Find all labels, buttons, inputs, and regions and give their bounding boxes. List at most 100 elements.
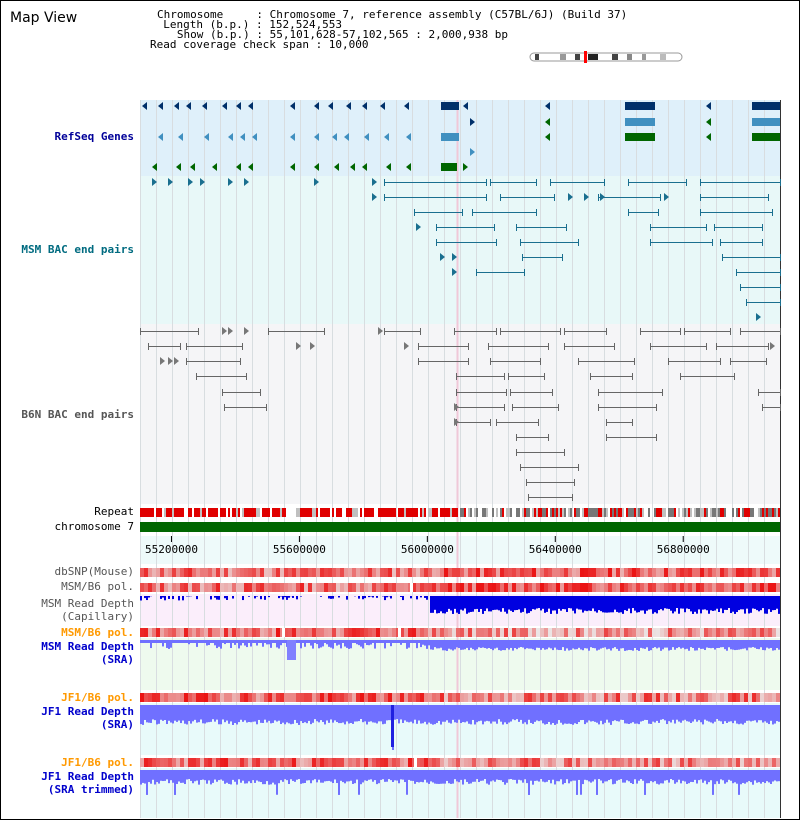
repeat-mark (704, 508, 706, 517)
read-depth-bar (614, 770, 616, 784)
read-depth-bar (442, 770, 444, 784)
repeat-mark (410, 508, 412, 517)
polymorphism-mark (600, 758, 604, 767)
polymorphism-mark (564, 628, 568, 637)
polymorphism-mark (268, 758, 272, 767)
read-depth-bar (146, 705, 148, 723)
read-depth-bar (320, 640, 322, 648)
polymorphism-mark (340, 693, 344, 702)
read-depth-bar (360, 640, 362, 647)
read-depth-bar (756, 640, 758, 649)
polymorphism-mark (164, 693, 168, 702)
read-depth-bar (308, 640, 310, 643)
read-depth-bar (222, 770, 224, 781)
read-depth-bar (210, 705, 212, 722)
repeat-mark (576, 508, 578, 517)
refseq-gene (752, 102, 780, 110)
polymorphism-mark (524, 583, 528, 592)
read-depth-bar (610, 705, 612, 725)
repeat-mark (308, 508, 310, 517)
read-depth-bar (740, 770, 742, 785)
polymorphism-mark (528, 693, 532, 702)
read-depth-bar (272, 770, 274, 783)
read-depth-bar (618, 640, 620, 651)
read-depth-bar (440, 705, 442, 725)
refseq-gene-arrow (545, 133, 550, 141)
read-depth-bar (624, 640, 626, 651)
polymorphism-mark (764, 758, 768, 767)
polymorphism-mark (432, 568, 436, 577)
read-depth-bar (638, 640, 640, 651)
refseq-gene-arrow (152, 163, 157, 171)
msm-bac-end (372, 178, 377, 186)
read-depth-bar (308, 705, 310, 721)
b6n-bac-end-pairs-label[interactable]: B6N BAC end pairs (21, 408, 134, 421)
polymorphism-mark (556, 583, 560, 592)
read-depth-bar (702, 640, 704, 649)
read-depth-bar (750, 596, 752, 613)
read-depth-bar (510, 640, 512, 648)
polymorphism-mark (348, 693, 352, 702)
read-depth-bar (680, 705, 682, 723)
polymorphism-mark (324, 628, 328, 637)
read-depth-bar (518, 705, 520, 722)
polymorphism-mark (608, 568, 612, 577)
refseq-gene-arrow (204, 133, 209, 141)
polymorphism-mark (568, 693, 572, 702)
read-depth-bar (610, 640, 612, 651)
repeat-mark (766, 508, 768, 517)
read-depth-bar (634, 770, 636, 780)
read-depth-bar (408, 640, 410, 648)
read-depth-bar (380, 640, 382, 643)
read-depth-bar (678, 770, 680, 780)
polymorphism-mark (624, 583, 628, 592)
polymorphism-mark (396, 758, 400, 767)
polymorphism-mark (316, 628, 320, 637)
read-depth-bar (582, 596, 584, 613)
repeat-mark (440, 508, 442, 517)
read-depth-bar (174, 640, 176, 643)
read-depth-bar (334, 705, 336, 721)
read-depth-bar (560, 596, 562, 611)
read-depth-bar (710, 705, 712, 723)
polymorphism-mark (180, 693, 184, 702)
repeat-mark (724, 508, 726, 517)
read-depth-bar (196, 770, 198, 781)
polymorphism-mark (684, 583, 688, 592)
polymorphism-mark (332, 568, 336, 577)
read-depth-bar (716, 596, 718, 609)
read-depth-bar (412, 705, 414, 724)
refseq-gene-arrow (176, 163, 181, 171)
read-depth-bar (752, 770, 754, 785)
read-depth-bar (326, 640, 328, 645)
refseq-genes-label[interactable]: RefSeq Genes (54, 130, 134, 143)
read-depth-bar (686, 640, 688, 649)
read-depth-bar (736, 770, 738, 784)
read-depth-bar (212, 770, 214, 783)
repeat-mark (234, 508, 236, 517)
read-depth-bar (660, 705, 662, 720)
repeat-mark (380, 508, 382, 517)
read-depth-bar (696, 705, 698, 722)
refseq-gene-arrow (384, 133, 389, 141)
polymorphism-mark (348, 583, 352, 592)
read-depth-bar (528, 705, 530, 720)
read-depth-bar (292, 596, 294, 598)
polymorphism-mark (248, 758, 252, 767)
repeat-mark (300, 508, 302, 517)
read-depth-bar (232, 705, 234, 725)
polymorphism-mark (560, 568, 564, 577)
repeat-mark (216, 508, 218, 517)
repeat-mark (672, 508, 674, 517)
polymorphism-mark (144, 583, 148, 592)
read-depth-bar (560, 705, 562, 723)
read-depth-bar (242, 640, 244, 643)
msm-bac-end-pairs-label[interactable]: MSM BAC end pairs (21, 243, 134, 256)
read-depth-bar (486, 640, 488, 649)
polymorphism-mark (544, 583, 548, 592)
read-depth-bar (738, 640, 740, 650)
polymorphism-mark (480, 693, 484, 702)
read-depth-bar (362, 640, 364, 649)
read-depth-bar (472, 596, 474, 612)
